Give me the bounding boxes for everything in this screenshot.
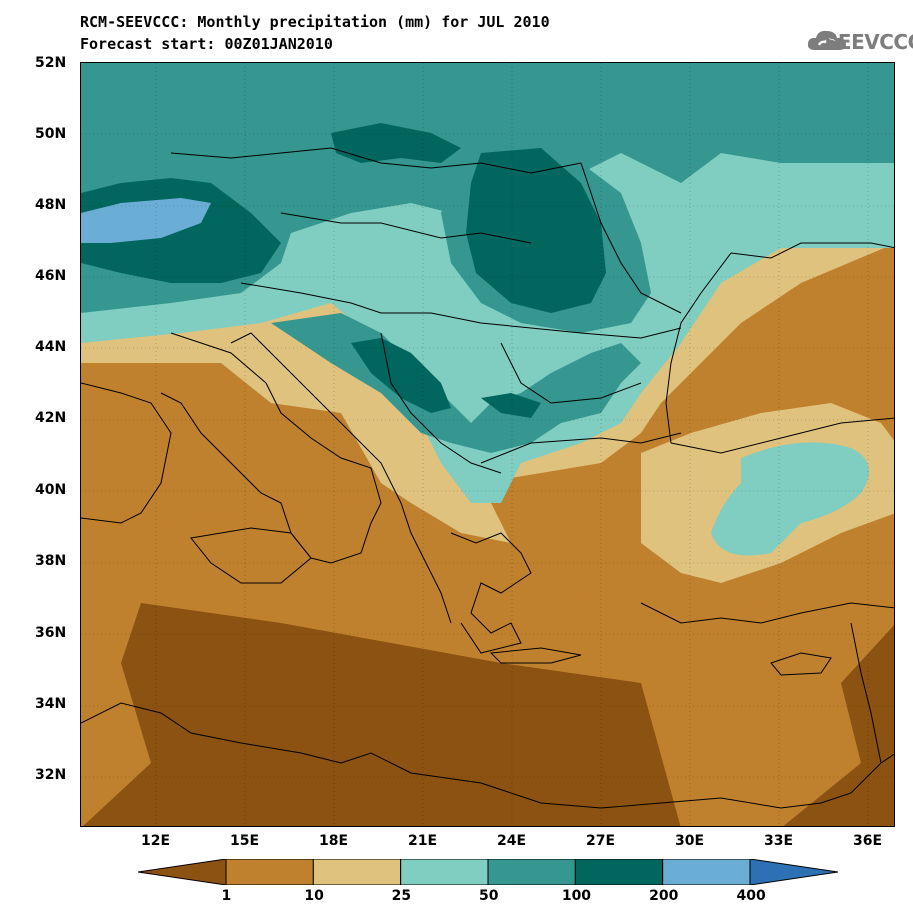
colorbar-label: 200 xyxy=(649,888,679,904)
colorbar-swatch xyxy=(312,859,402,885)
colorbar-label: 1 xyxy=(221,888,232,904)
colorbar-swatch xyxy=(749,859,838,885)
colorbar-label: 400 xyxy=(736,888,766,904)
lon-label: 21E xyxy=(408,833,438,849)
lon-label: 30E xyxy=(675,833,705,849)
lat-label: 46N xyxy=(35,268,67,284)
lat-label: 36N xyxy=(35,625,67,641)
colorbar-label: 25 xyxy=(391,888,412,904)
lon-label: 24E xyxy=(497,833,527,849)
lon-label: 36E xyxy=(853,833,883,849)
lon-label: 27E xyxy=(586,833,616,849)
lon-label: 15E xyxy=(230,833,260,849)
lon-label: 33E xyxy=(764,833,794,849)
chart-title: RCM-SEEVCCC: Monthly precipitation (mm) … xyxy=(80,13,550,31)
lon-label: 12E xyxy=(141,833,171,849)
colorbar-swatch xyxy=(225,859,314,885)
lat-label: 52N xyxy=(35,55,67,71)
lat-label: 44N xyxy=(35,339,67,355)
lat-label: 34N xyxy=(35,696,67,712)
lat-label: 42N xyxy=(35,410,67,426)
colorbar-swatch xyxy=(662,859,751,885)
seevccc-cloud-logo-icon xyxy=(807,30,846,50)
logo-text: SEEVCCC xyxy=(824,30,913,54)
colorbar-swatch xyxy=(487,859,576,885)
lat-label: 50N xyxy=(35,126,67,142)
colorbar-swatch xyxy=(574,859,664,885)
lat-label: 32N xyxy=(35,767,67,783)
colorbar-label: 100 xyxy=(561,888,592,904)
colorbar xyxy=(138,859,838,885)
lon-label: 18E xyxy=(319,833,349,849)
lat-label: 40N xyxy=(35,482,67,498)
colorbar-swatch xyxy=(400,859,489,885)
colorbar-swatch xyxy=(138,859,227,885)
colorbar-label: 10 xyxy=(304,888,324,904)
lat-label: 48N xyxy=(35,197,67,213)
colorbar-label: 50 xyxy=(479,888,499,904)
precipitation-field xyxy=(81,63,894,826)
lat-label: 38N xyxy=(35,553,67,569)
precipitation-map xyxy=(80,62,895,827)
chart-subtitle: Forecast start: 00Z01JAN2010 xyxy=(80,35,333,53)
